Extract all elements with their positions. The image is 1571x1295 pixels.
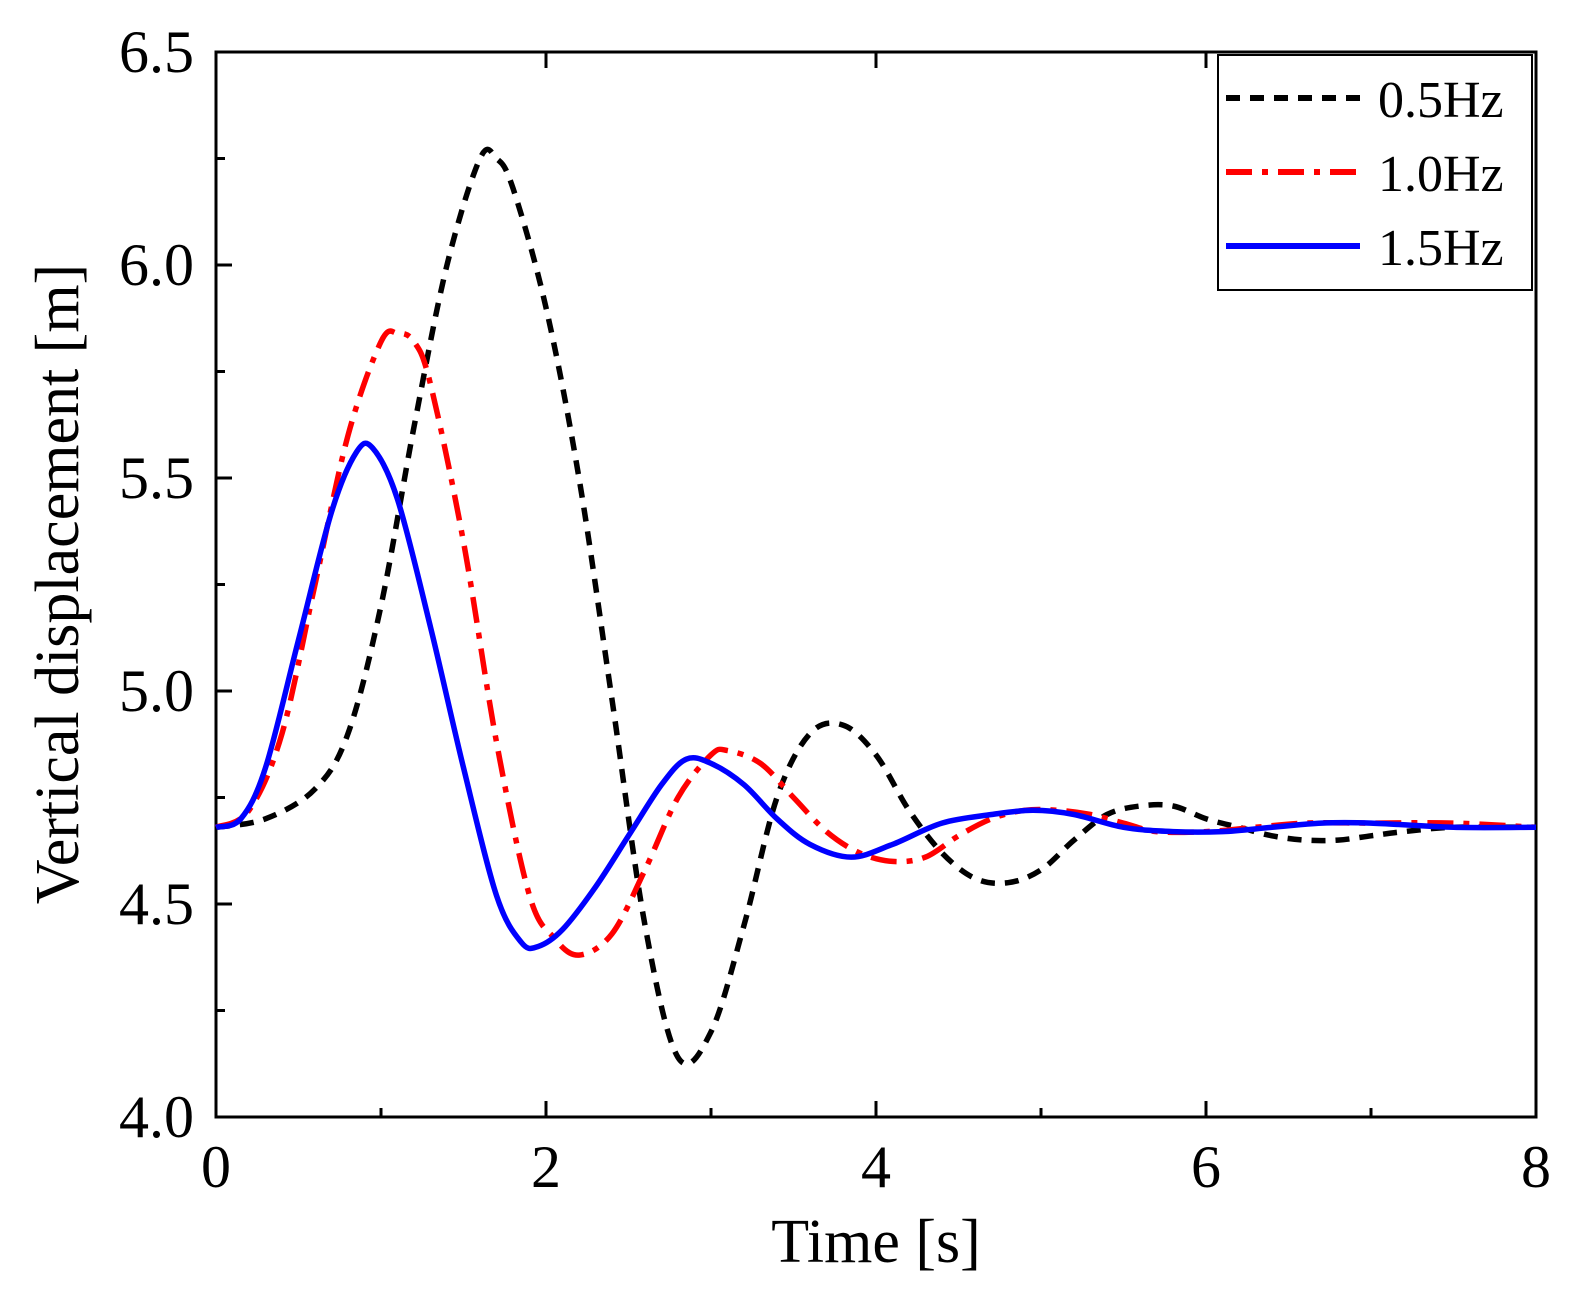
y-tick-label: 6.0: [119, 232, 194, 298]
series-line-0.5hz: [215, 146, 1537, 1067]
x-tick-label: 0: [201, 1134, 231, 1200]
y-tick-label: 5.0: [119, 658, 194, 724]
legend-label-0.5hz: 0.5Hz: [1378, 72, 1504, 129]
x-tick-label: 6: [1191, 1134, 1221, 1200]
y-tick-label: 4.5: [119, 871, 194, 937]
x-tick-label: 4: [861, 1134, 891, 1200]
series-line-1.0hz: [214, 328, 1537, 958]
legend: 0.5Hz 1.0Hz 1.5Hz: [1217, 54, 1533, 291]
series-line-1.5hz: [215, 440, 1537, 952]
x-tick-label: 8: [1521, 1134, 1551, 1200]
series-layer: [214, 146, 1537, 1067]
y-axis-title: Vertical displacement [m]: [24, 264, 92, 904]
y-tick-label: 4.0: [119, 1084, 194, 1150]
legend-label-1.0hz: 1.0Hz: [1378, 146, 1504, 203]
legend-label-1.5hz: 1.5Hz: [1378, 220, 1504, 277]
y-tick-label: 5.5: [119, 445, 194, 511]
axis-layer: 0 2 4 6 8 4.0 4.5 5.0 5.5 6.0 6.5: [119, 19, 1551, 1200]
x-tick-label: 2: [531, 1134, 561, 1200]
legend-box: [1217, 54, 1533, 291]
y-tick-label: 6.5: [119, 19, 194, 85]
x-axis-title: Time [s]: [771, 1208, 981, 1276]
